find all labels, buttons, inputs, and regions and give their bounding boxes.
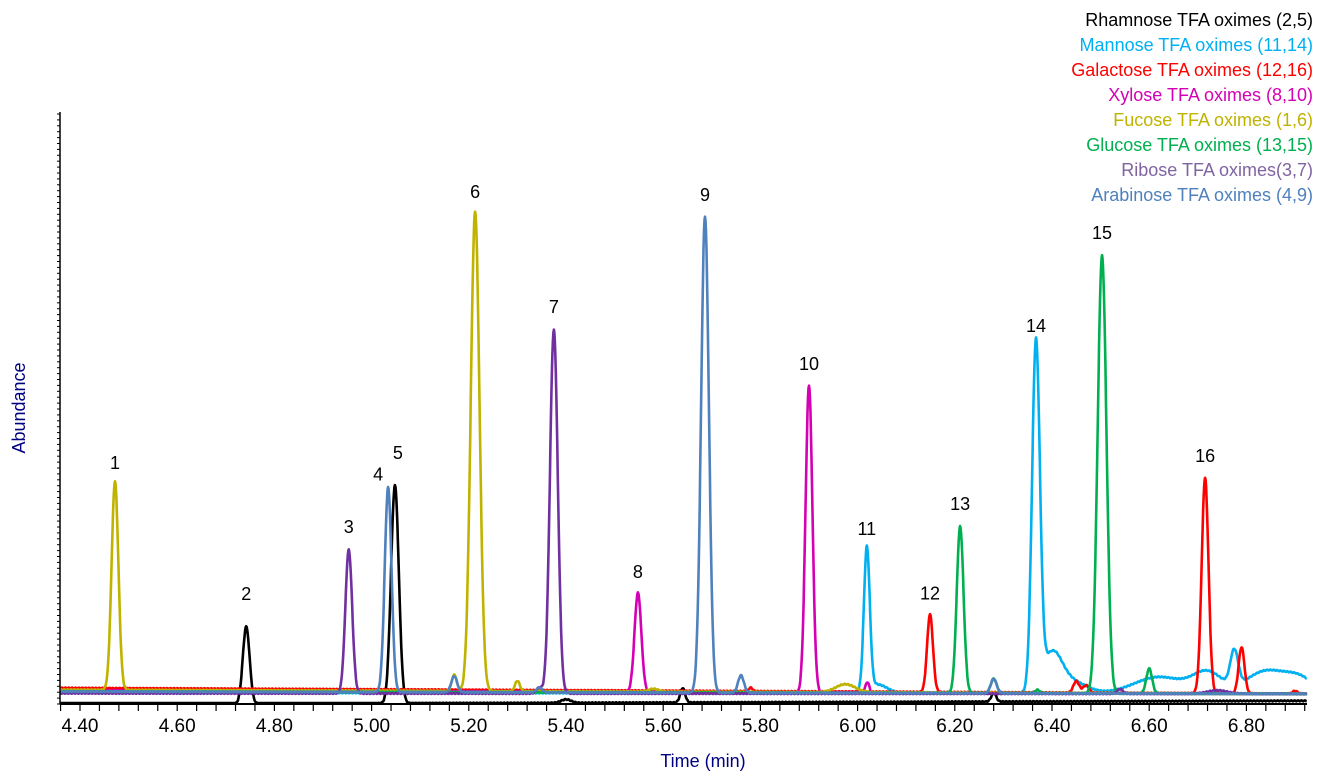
legend-entry: Arabinose TFA oximes (4,9) <box>1091 185 1313 205</box>
peak-label: 14 <box>1026 316 1046 336</box>
peak-label: 3 <box>344 517 354 537</box>
peak-label: 9 <box>700 185 710 205</box>
y-axis-title: Abundance <box>9 362 29 453</box>
x-tick-label: 5.00 <box>353 716 390 737</box>
peak-label: 2 <box>241 584 251 604</box>
x-tick-label: 6.40 <box>1034 716 1071 737</box>
series-trace-4 <box>59 210 1308 696</box>
peak-label: 15 <box>1092 223 1112 243</box>
series-trace-7 <box>59 215 1308 696</box>
peak-label: 1 <box>110 453 120 473</box>
peak-label: 12 <box>920 583 940 603</box>
legend-entry: Ribose TFA oximes(3,7) <box>1121 160 1313 180</box>
peak-label: 4 <box>373 464 383 484</box>
legend-entry: Glucose TFA oximes (13,15) <box>1086 135 1313 155</box>
peak-label: 11 <box>857 519 876 539</box>
x-tick-label: 4.60 <box>159 716 196 737</box>
peak-label: 7 <box>549 297 559 317</box>
x-tick-label: 6.60 <box>1131 716 1168 737</box>
x-tick-label: 6.00 <box>839 716 876 737</box>
peak-label: 5 <box>393 443 403 463</box>
series-trace-3 <box>59 384 1308 696</box>
peak-label: 8 <box>633 562 643 582</box>
legend-entry: Mannose TFA oximes (11,14) <box>1080 35 1313 55</box>
legend-entry: Galactose TFA oximes (12,16) <box>1071 60 1313 80</box>
x-tick-label: 5.60 <box>645 716 682 737</box>
traces <box>59 210 1308 705</box>
peak-label: 16 <box>1195 446 1215 466</box>
x-tick-label: 6.80 <box>1228 716 1265 737</box>
legend-entry: Fucose TFA oximes (1,6) <box>1113 110 1313 130</box>
peak-label: 10 <box>799 354 819 374</box>
peak-label: 6 <box>470 182 480 202</box>
x-tick-label: 4.80 <box>256 716 293 737</box>
x-tick-label: 5.40 <box>548 716 585 737</box>
legend-entry: Xylose TFA oximes (8,10) <box>1108 85 1313 105</box>
x-axis-title: Time (min) <box>660 751 745 771</box>
legend-entry: Rhamnose TFA oximes (2,5) <box>1085 10 1313 30</box>
legend: Rhamnose TFA oximes (2,5) Mannose TFA oxi… <box>1071 10 1313 205</box>
x-tick-label: 5.80 <box>742 716 779 737</box>
axes: 4.40 4.60 4.80 5.00 5.20 5.40 5.60 5.80 6.00 6.20… <box>57 112 1307 737</box>
x-tick-label: 6.20 <box>936 716 973 737</box>
x-tick-label: 5.20 <box>450 716 487 737</box>
x-tick-label: 4.40 <box>62 716 99 737</box>
peak-label: 13 <box>950 494 970 514</box>
